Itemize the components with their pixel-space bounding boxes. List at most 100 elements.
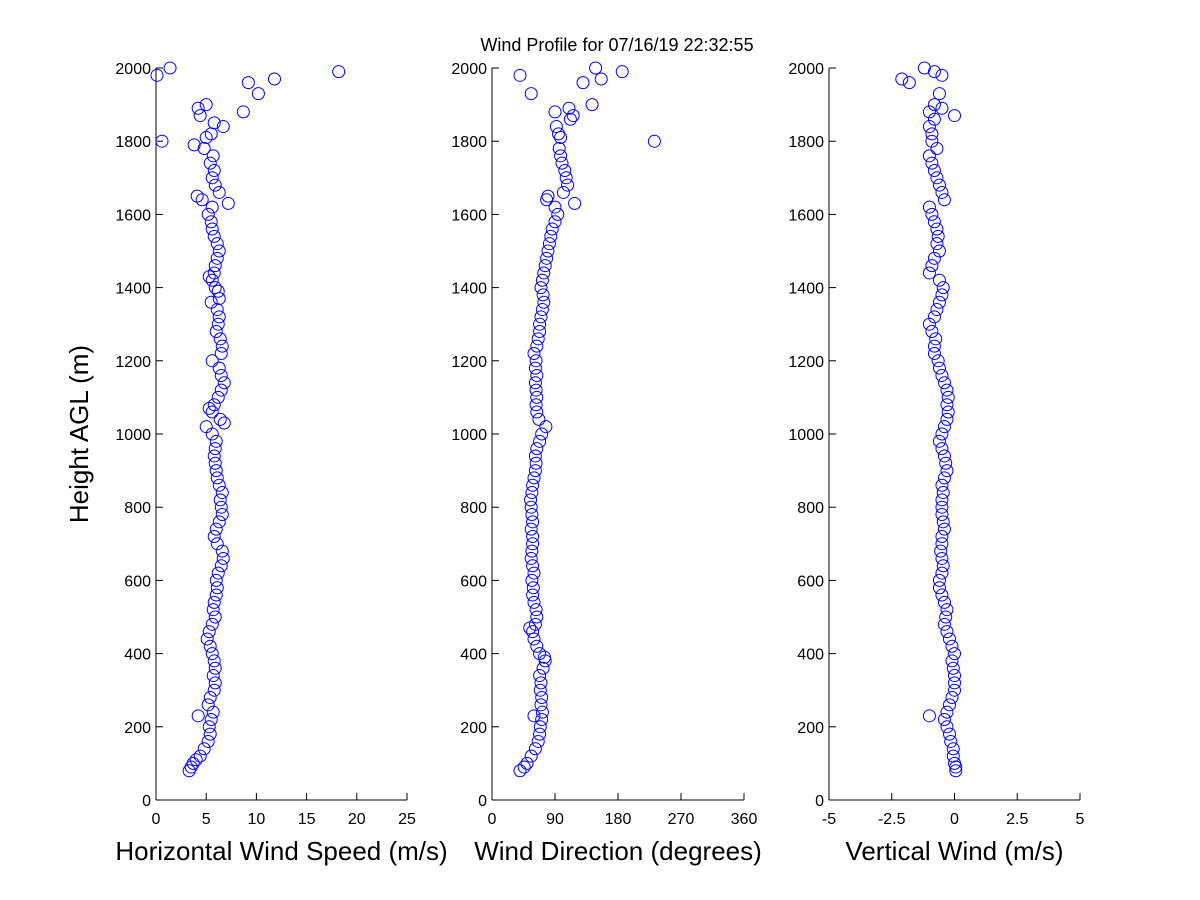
data-point bbox=[940, 412, 954, 426]
data-point bbox=[527, 595, 541, 609]
data-point bbox=[203, 691, 217, 705]
data-point bbox=[942, 632, 956, 646]
data-point bbox=[206, 669, 220, 683]
data-point bbox=[205, 647, 219, 661]
y-tick-label: 800 bbox=[460, 500, 487, 517]
data-point bbox=[922, 709, 936, 723]
data-point bbox=[529, 383, 543, 397]
data-point bbox=[211, 566, 225, 580]
y-tick-label: 400 bbox=[124, 647, 151, 664]
data-point bbox=[945, 691, 959, 705]
data-point bbox=[930, 237, 944, 251]
y-tick-label: 1000 bbox=[115, 427, 151, 444]
data-point bbox=[535, 691, 549, 705]
data-point bbox=[925, 127, 939, 141]
data-point bbox=[925, 325, 939, 339]
data-point bbox=[212, 515, 226, 529]
data-point bbox=[184, 760, 198, 774]
data-point bbox=[201, 734, 215, 748]
data-point bbox=[927, 98, 941, 112]
data-point bbox=[533, 434, 547, 448]
x-tick-label: 2.5 bbox=[1006, 811, 1028, 828]
data-point bbox=[931, 354, 945, 368]
data-point bbox=[525, 573, 539, 587]
data-point bbox=[936, 559, 950, 573]
data-point bbox=[563, 112, 577, 126]
data-point bbox=[212, 361, 226, 375]
data-point bbox=[949, 764, 963, 778]
data-point bbox=[932, 573, 946, 587]
data-point bbox=[551, 207, 565, 221]
data-point bbox=[189, 753, 203, 767]
data-point bbox=[937, 193, 951, 207]
data-point bbox=[925, 259, 939, 273]
data-point bbox=[544, 229, 558, 243]
data-point bbox=[542, 237, 556, 251]
data-point bbox=[527, 471, 541, 485]
data-point bbox=[946, 742, 960, 756]
data-point bbox=[524, 500, 538, 514]
data-point bbox=[216, 551, 230, 565]
data-point bbox=[525, 544, 539, 558]
data-point bbox=[548, 215, 562, 229]
data-point bbox=[935, 588, 949, 602]
x-tick-label: 0 bbox=[950, 811, 959, 828]
data-point bbox=[207, 683, 221, 697]
data-point bbox=[935, 368, 949, 382]
y-tick-label: 200 bbox=[124, 720, 151, 737]
data-point bbox=[211, 390, 225, 404]
data-point bbox=[186, 756, 200, 770]
data-point bbox=[203, 639, 217, 653]
data-point bbox=[197, 142, 211, 156]
data-point bbox=[534, 310, 548, 324]
data-point bbox=[207, 595, 221, 609]
data-point bbox=[241, 76, 255, 90]
x-tick-label: 10 bbox=[248, 811, 266, 828]
data-point bbox=[535, 712, 549, 726]
data-point bbox=[528, 376, 542, 390]
data-point bbox=[513, 764, 527, 778]
data-point bbox=[937, 522, 951, 536]
data-point bbox=[267, 72, 281, 86]
data-point bbox=[932, 581, 946, 595]
data-point bbox=[554, 131, 568, 145]
subplot-1: 0 200 400 600 800 1000 1200 1400 1600 1800 2000 0 5 1… bbox=[64, 61, 448, 866]
x-tick-label: 5 bbox=[202, 811, 211, 828]
data-point bbox=[942, 727, 956, 741]
data-point bbox=[525, 486, 539, 500]
data-point bbox=[525, 508, 539, 522]
data-point bbox=[214, 383, 228, 397]
data-point bbox=[922, 105, 936, 119]
data-point bbox=[207, 229, 221, 243]
data-point bbox=[946, 749, 960, 763]
data-point bbox=[895, 72, 909, 86]
data-point bbox=[948, 683, 961, 697]
data-point bbox=[932, 178, 946, 192]
data-point bbox=[925, 207, 939, 221]
y-tick-label: 1600 bbox=[788, 207, 824, 224]
data-point bbox=[922, 317, 936, 331]
y-tick-label: 2000 bbox=[115, 61, 151, 78]
data-point bbox=[556, 185, 570, 199]
data-point bbox=[615, 65, 629, 79]
y-tick-label: 0 bbox=[478, 793, 487, 810]
data-point bbox=[936, 486, 950, 500]
data-point bbox=[555, 156, 569, 170]
y-tick-label: 800 bbox=[797, 500, 824, 517]
data-point bbox=[562, 101, 576, 115]
x-axis-label: Vertical Wind (m/s) bbox=[845, 836, 1063, 866]
data-point bbox=[524, 551, 538, 565]
data-point bbox=[531, 332, 545, 346]
data-point bbox=[937, 449, 951, 463]
data-point bbox=[527, 709, 541, 723]
data-point bbox=[930, 171, 944, 185]
data-point bbox=[532, 412, 546, 426]
data-point bbox=[197, 742, 211, 756]
data-point bbox=[541, 244, 555, 258]
data-point bbox=[530, 405, 544, 419]
data-point bbox=[210, 237, 224, 251]
data-point bbox=[202, 720, 216, 734]
data-point bbox=[942, 698, 956, 712]
x-tick-label: 90 bbox=[546, 811, 564, 828]
